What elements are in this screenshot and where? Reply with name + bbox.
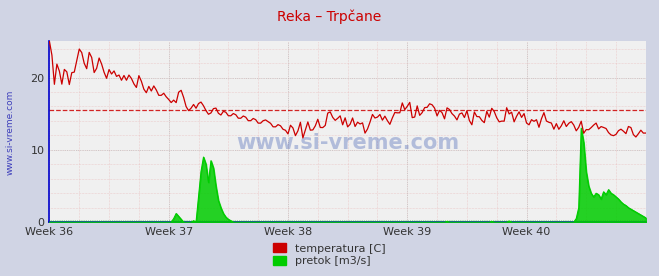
Text: Reka – Trpčane: Reka – Trpčane [277,10,382,24]
Text: www.si-vreme.com: www.si-vreme.com [5,90,14,175]
Text: www.si-vreme.com: www.si-vreme.com [236,133,459,153]
Legend: temperatura [C], pretok [m3/s]: temperatura [C], pretok [m3/s] [269,239,390,270]
